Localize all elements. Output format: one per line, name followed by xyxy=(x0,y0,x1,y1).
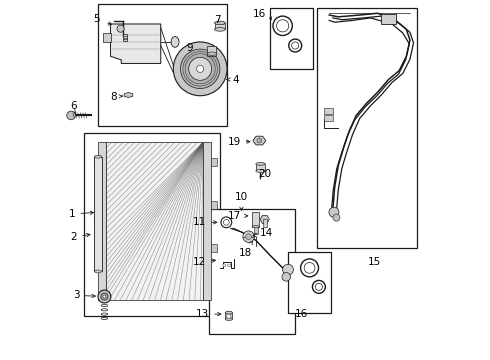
Bar xyxy=(317,8,417,248)
Bar xyxy=(98,142,106,300)
Text: 20: 20 xyxy=(259,168,272,179)
Text: 8: 8 xyxy=(110,92,122,102)
Bar xyxy=(270,8,313,69)
Ellipse shape xyxy=(171,37,179,47)
Text: 7: 7 xyxy=(214,15,221,26)
Text: 2: 2 xyxy=(71,232,90,242)
Circle shape xyxy=(283,264,294,275)
Text: 9: 9 xyxy=(186,44,193,53)
Text: 10: 10 xyxy=(235,192,248,202)
Circle shape xyxy=(67,111,75,120)
Circle shape xyxy=(243,231,254,242)
Bar xyxy=(263,220,267,226)
Circle shape xyxy=(196,65,204,72)
Ellipse shape xyxy=(215,21,225,25)
Circle shape xyxy=(245,234,251,239)
Polygon shape xyxy=(260,215,270,224)
Text: 1: 1 xyxy=(69,209,94,219)
Ellipse shape xyxy=(256,170,265,172)
Bar xyxy=(211,158,218,166)
Circle shape xyxy=(98,290,111,303)
Bar xyxy=(288,252,331,313)
Text: 6: 6 xyxy=(70,102,76,112)
Bar xyxy=(254,226,258,234)
Polygon shape xyxy=(124,93,133,98)
Bar xyxy=(103,33,111,42)
Circle shape xyxy=(257,138,262,143)
Text: 16: 16 xyxy=(295,310,308,319)
Bar xyxy=(225,313,232,319)
Text: 3: 3 xyxy=(73,291,96,301)
Bar xyxy=(211,201,218,209)
Ellipse shape xyxy=(252,225,259,228)
Text: 13: 13 xyxy=(196,309,221,319)
Bar xyxy=(381,14,395,24)
Circle shape xyxy=(333,214,340,221)
Ellipse shape xyxy=(95,270,101,273)
Ellipse shape xyxy=(256,162,265,165)
Bar xyxy=(211,244,218,252)
Circle shape xyxy=(117,25,124,32)
Ellipse shape xyxy=(225,311,232,314)
Polygon shape xyxy=(253,136,266,145)
Polygon shape xyxy=(111,24,161,63)
Bar xyxy=(95,217,100,223)
Text: 12: 12 xyxy=(193,257,216,267)
Bar xyxy=(252,212,259,226)
Ellipse shape xyxy=(215,28,225,31)
Bar xyxy=(203,142,211,300)
Circle shape xyxy=(329,207,339,217)
Bar xyxy=(215,23,225,30)
Text: 4: 4 xyxy=(227,75,239,85)
Circle shape xyxy=(228,264,231,267)
Bar xyxy=(209,209,295,334)
Circle shape xyxy=(223,264,225,267)
Bar xyxy=(123,34,127,41)
Ellipse shape xyxy=(254,233,258,234)
Text: 17: 17 xyxy=(227,211,248,221)
Circle shape xyxy=(180,49,220,89)
Text: 18: 18 xyxy=(238,248,252,258)
Circle shape xyxy=(227,314,231,319)
Text: 19: 19 xyxy=(227,137,250,147)
Bar xyxy=(84,134,220,316)
Bar xyxy=(324,108,333,114)
Text: 11: 11 xyxy=(193,217,217,227)
Text: 5: 5 xyxy=(93,14,100,24)
Circle shape xyxy=(189,57,212,80)
Text: 14: 14 xyxy=(253,228,273,238)
Circle shape xyxy=(101,293,108,300)
Circle shape xyxy=(173,42,227,96)
Bar xyxy=(98,4,227,126)
Circle shape xyxy=(103,295,106,298)
Ellipse shape xyxy=(225,318,232,320)
Bar xyxy=(95,157,101,271)
Ellipse shape xyxy=(208,52,217,55)
Ellipse shape xyxy=(95,155,101,158)
Bar xyxy=(207,46,216,56)
Bar xyxy=(324,116,333,121)
Circle shape xyxy=(282,273,291,281)
Text: 16: 16 xyxy=(253,9,267,19)
Bar xyxy=(106,142,203,300)
Text: 15: 15 xyxy=(368,257,381,267)
Bar xyxy=(256,164,265,171)
Bar xyxy=(95,159,100,166)
